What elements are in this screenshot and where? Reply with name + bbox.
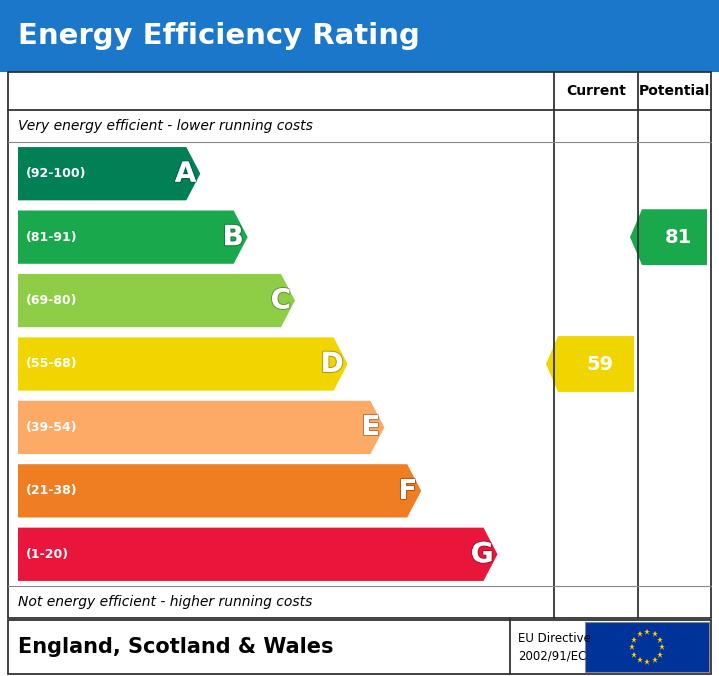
Text: A: A [175,160,196,188]
Text: (69-80): (69-80) [26,294,78,307]
Polygon shape [18,464,421,518]
Text: G: G [471,540,493,569]
Text: (92-100): (92-100) [26,167,86,180]
Polygon shape [18,528,498,581]
Text: Not energy efficient - higher running costs: Not energy efficient - higher running co… [18,595,312,609]
Text: Current: Current [566,84,626,98]
Polygon shape [18,337,347,391]
Text: 81: 81 [665,228,692,247]
Text: (55-68): (55-68) [26,358,78,370]
Text: (81-91): (81-91) [26,231,78,243]
Polygon shape [18,210,247,264]
Text: F: F [398,477,417,505]
Text: C: C [270,287,291,314]
Text: (1-20): (1-20) [26,548,69,561]
Bar [0,0,719,72]
Text: 59: 59 [587,354,613,374]
Text: E: E [362,414,380,441]
Text: EU Directive: EU Directive [518,632,591,645]
Text: 2002/91/EC: 2002/91/EC [518,649,587,662]
Polygon shape [630,210,707,265]
Text: Very energy efficient - lower running costs: Very energy efficient - lower running co… [18,119,313,133]
Text: B: B [223,223,244,251]
Polygon shape [18,274,295,327]
Bar [585,622,709,672]
Text: Energy Efficiency Rating: Energy Efficiency Rating [18,22,420,50]
Polygon shape [546,336,634,392]
Bar [8,72,711,618]
Bar [8,620,711,674]
Text: (21-38): (21-38) [26,485,78,498]
Polygon shape [18,147,201,200]
Text: Potential: Potential [639,84,710,98]
Polygon shape [18,401,385,454]
Text: England, Scotland & Wales: England, Scotland & Wales [18,637,334,657]
Text: (39-54): (39-54) [26,421,78,434]
Text: D: D [321,350,344,378]
